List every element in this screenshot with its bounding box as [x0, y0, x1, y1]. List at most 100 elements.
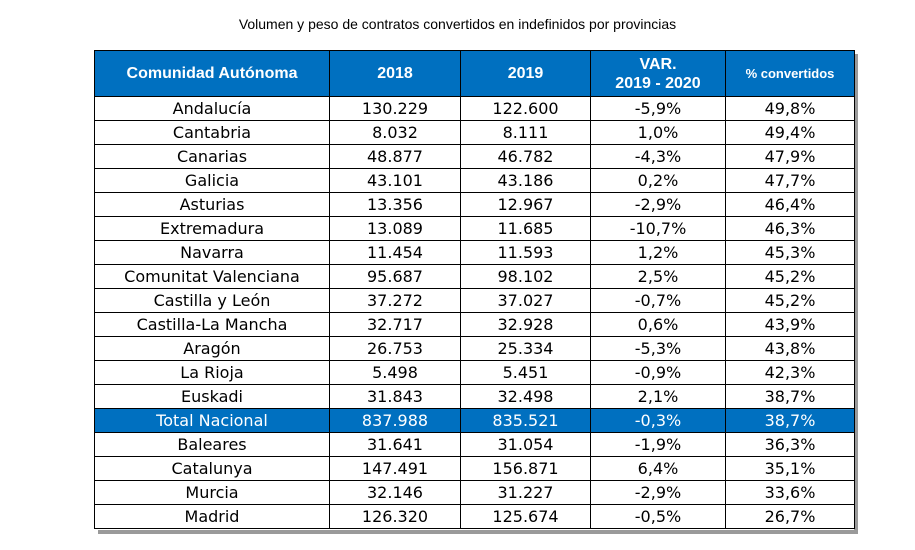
value-2018-cell: 26.753	[329, 336, 461, 361]
region-cell: La Rioja	[94, 360, 330, 385]
percent-converted-cell: 45,2%	[725, 288, 855, 313]
variation-cell: 0,2%	[590, 168, 726, 193]
variation-cell: 1,0%	[590, 120, 726, 145]
region-cell: Asturias	[94, 192, 330, 217]
region-cell: Total Nacional	[94, 408, 330, 433]
variation-cell: -5,9%	[590, 96, 726, 121]
value-2018-cell: 13.356	[329, 192, 461, 217]
value-2018-cell: 5.498	[329, 360, 461, 385]
value-2018-cell: 11.454	[329, 240, 461, 265]
table-row: Comunitat Valenciana 95.687 98.102 2,5% 45,2…	[94, 264, 855, 289]
value-2018-cell: 130.229	[329, 96, 461, 121]
percent-converted-cell: 45,2%	[725, 264, 855, 289]
value-2019-cell: 43.186	[460, 168, 591, 193]
table-row: Extremadura 13.089 11.685 -10,7% 46,3%	[94, 216, 855, 241]
value-2018-cell: 95.687	[329, 264, 461, 289]
value-2019-cell: 122.600	[460, 96, 591, 121]
region-cell: Galicia	[94, 168, 330, 193]
variation-cell: -10,7%	[590, 216, 726, 241]
value-2018-cell: 147.491	[329, 456, 461, 481]
value-2019-cell: 8.111	[460, 120, 591, 145]
variation-cell: -0,7%	[590, 288, 726, 313]
variation-cell: -1,9%	[590, 432, 726, 457]
variation-cell: 0,6%	[590, 312, 726, 337]
value-2018-cell: 837.988	[329, 408, 461, 433]
percent-converted-cell: 45,3%	[725, 240, 855, 265]
table-body: Andalucía 130.229 122.600 -5,9% 49,8% Cantabr…	[94, 96, 855, 529]
table-row: Aragón 26.753 25.334 -5,3% 43,8%	[94, 336, 855, 361]
header-percent-converted: % convertidos	[725, 50, 855, 97]
value-2018-cell: 126.320	[329, 504, 461, 529]
variation-cell: 1,2%	[590, 240, 726, 265]
percent-converted-cell: 43,8%	[725, 336, 855, 361]
percent-converted-cell: 47,9%	[725, 144, 855, 169]
header-variation-line2: 2019 - 2020	[615, 74, 701, 92]
value-2019-cell: 25.334	[460, 336, 591, 361]
region-cell: Aragón	[94, 336, 330, 361]
table-row: Navarra 11.454 11.593 1,2% 45,3%	[94, 240, 855, 265]
variation-cell: -2,9%	[590, 192, 726, 217]
contracts-table: Comunidad Autónoma 2018 2019 VAR. 2019 -…	[94, 50, 855, 529]
value-2019-cell: 12.967	[460, 192, 591, 217]
value-2019-cell: 46.782	[460, 144, 591, 169]
total-row: Total Nacional 837.988 835.521 -0,3% 38,7%	[94, 408, 855, 433]
header-variation: VAR. 2019 - 2020	[590, 50, 726, 97]
percent-converted-cell: 36,3%	[725, 432, 855, 457]
region-cell: Baleares	[94, 432, 330, 457]
value-2019-cell: 32.928	[460, 312, 591, 337]
variation-cell: -0,3%	[590, 408, 726, 433]
percent-converted-cell: 47,7%	[725, 168, 855, 193]
variation-cell: 2,5%	[590, 264, 726, 289]
region-cell: Extremadura	[94, 216, 330, 241]
value-2019-cell: 156.871	[460, 456, 591, 481]
table-row: Canarias 48.877 46.782 -4,3% 47,9%	[94, 144, 855, 169]
value-2018-cell: 43.101	[329, 168, 461, 193]
region-cell: Navarra	[94, 240, 330, 265]
region-cell: Madrid	[94, 504, 330, 529]
table-row: Cantabria 8.032 8.111 1,0% 49,4%	[94, 120, 855, 145]
variation-cell: -2,9%	[590, 480, 726, 505]
region-cell: Andalucía	[94, 96, 330, 121]
table-row: Asturias 13.356 12.967 -2,9% 46,4%	[94, 192, 855, 217]
value-2019-cell: 98.102	[460, 264, 591, 289]
value-2019-cell: 31.227	[460, 480, 591, 505]
data-table-container: Comunidad Autónoma 2018 2019 VAR. 2019 -…	[94, 50, 855, 530]
value-2019-cell: 835.521	[460, 408, 591, 433]
variation-cell: -5,3%	[590, 336, 726, 361]
value-2018-cell: 37.272	[329, 288, 461, 313]
header-2019: 2019	[460, 50, 591, 97]
percent-converted-cell: 35,1%	[725, 456, 855, 481]
region-cell: Euskadi	[94, 384, 330, 409]
percent-converted-cell: 26,7%	[725, 504, 855, 529]
table-row: Madrid 126.320 125.674 -0,5% 26,7%	[94, 504, 855, 529]
variation-cell: -0,5%	[590, 504, 726, 529]
header-region: Comunidad Autónoma	[94, 50, 330, 97]
table-row: Andalucía 130.229 122.600 -5,9% 49,8%	[94, 96, 855, 121]
value-2018-cell: 32.717	[329, 312, 461, 337]
percent-converted-cell: 42,3%	[725, 360, 855, 385]
region-cell: Canarias	[94, 144, 330, 169]
table-row: Castilla-La Mancha 32.717 32.928 0,6% 43,9%	[94, 312, 855, 337]
table-row: Baleares 31.641 31.054 -1,9% 36,3%	[94, 432, 855, 457]
region-cell: Comunitat Valenciana	[94, 264, 330, 289]
table-header-row: Comunidad Autónoma 2018 2019 VAR. 2019 -…	[94, 50, 855, 97]
percent-converted-cell: 46,4%	[725, 192, 855, 217]
value-2019-cell: 11.685	[460, 216, 591, 241]
value-2019-cell: 37.027	[460, 288, 591, 313]
value-2018-cell: 31.641	[329, 432, 461, 457]
percent-converted-cell: 43,9%	[725, 312, 855, 337]
percent-converted-cell: 38,7%	[725, 408, 855, 433]
header-variation-line1: VAR.	[639, 55, 677, 73]
percent-converted-cell: 49,8%	[725, 96, 855, 121]
region-cell: Catalunya	[94, 456, 330, 481]
value-2018-cell: 8.032	[329, 120, 461, 145]
region-cell: Cantabria	[94, 120, 330, 145]
value-2018-cell: 31.843	[329, 384, 461, 409]
header-2018: 2018	[329, 50, 461, 97]
region-cell: Castilla-La Mancha	[94, 312, 330, 337]
value-2019-cell: 11.593	[460, 240, 591, 265]
region-cell: Murcia	[94, 480, 330, 505]
table-row: Castilla y León 37.272 37.027 -0,7% 45,2%	[94, 288, 855, 313]
percent-converted-cell: 46,3%	[725, 216, 855, 241]
value-2018-cell: 13.089	[329, 216, 461, 241]
